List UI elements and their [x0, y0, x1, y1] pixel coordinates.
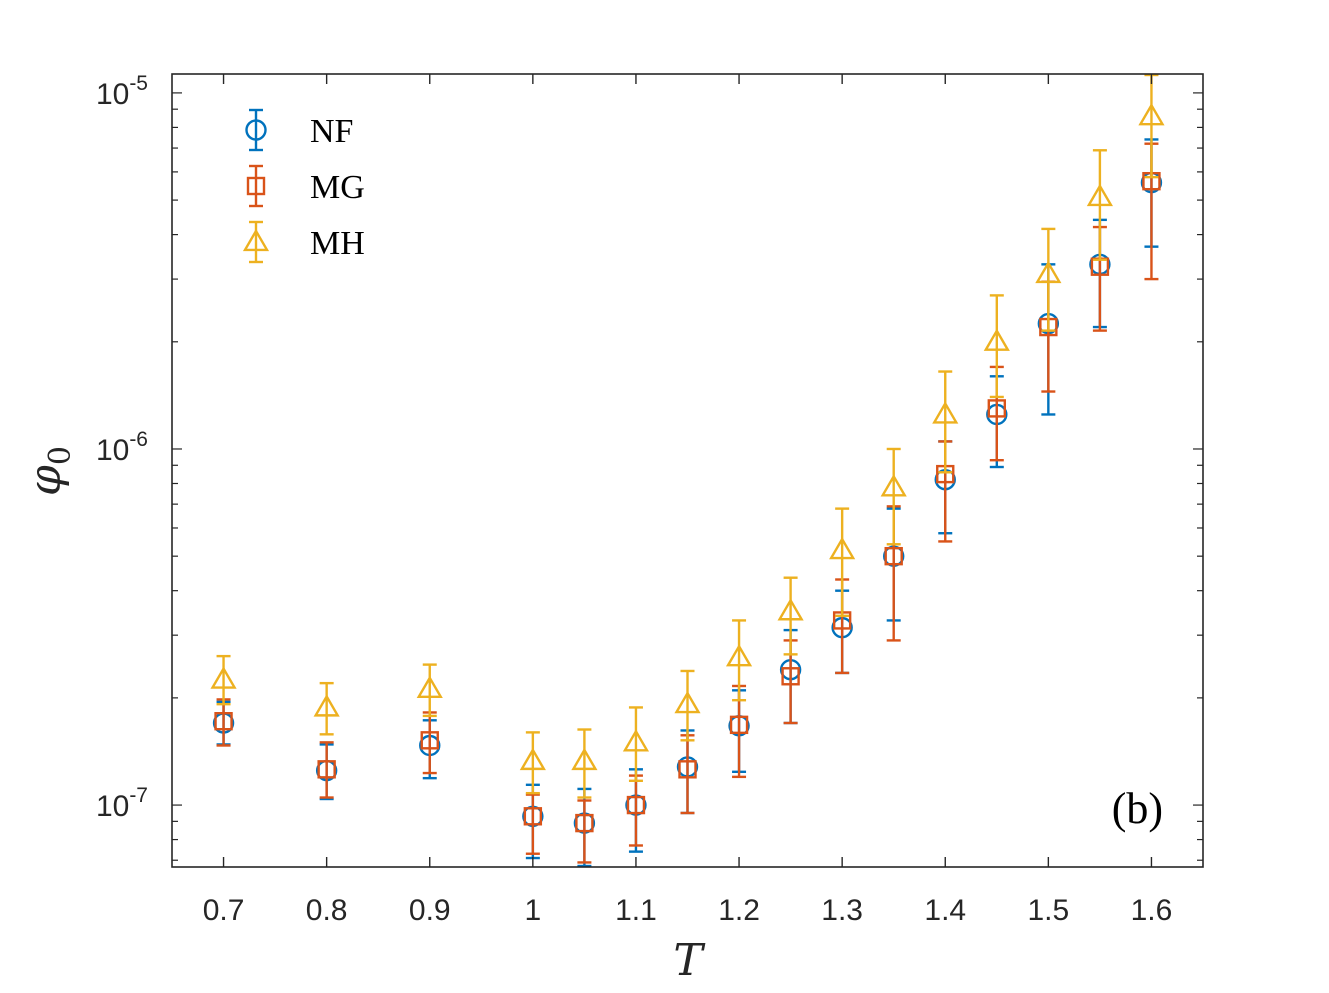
x-tick-label: 1.4 [924, 894, 966, 927]
data-point-mh [1138, 102, 1165, 126]
y-tick-label-base: 10 [96, 434, 129, 467]
y-tick-label-base: 10 [96, 78, 129, 111]
y-axis-title-symbol: φ [20, 465, 71, 496]
data-point-mh [1086, 183, 1113, 207]
data-point-mh [416, 675, 443, 698]
data-layer [210, 73, 1165, 868]
legend-entry-mh: MH [242, 220, 365, 264]
x-tick-label: 0.9 [409, 894, 451, 927]
data-point-mg [523, 807, 543, 826]
series-mh [210, 73, 1165, 799]
series-mg [214, 142, 1161, 864]
y-axis-title: φ0 [20, 446, 78, 496]
data-point-mh [880, 474, 907, 497]
legend-label-nf: NF [310, 113, 353, 150]
data-point-mg [214, 712, 233, 731]
data-point-mh [519, 747, 546, 771]
y-tick-label-exponent: -6 [129, 428, 148, 451]
legend: NF MG MH [242, 108, 365, 264]
data-point-mg [987, 399, 1006, 418]
data-point-mh [777, 597, 804, 621]
data-point-mh [313, 694, 340, 717]
y-tick-label: 10-7 [96, 784, 148, 823]
data-point-mh [983, 328, 1010, 351]
x-tick-label: 1.1 [615, 894, 657, 927]
data-point-mh [1035, 260, 1062, 284]
legend-label-mg: MG [310, 169, 365, 206]
y-tick-label-base: 10 [96, 790, 129, 823]
legend-marker-nf [245, 119, 267, 141]
data-point-mg [575, 813, 594, 833]
data-point-mg [420, 731, 439, 750]
legend-label-mh: MH [310, 225, 365, 262]
y-tick-label-exponent: -7 [129, 784, 148, 807]
y-axis-title-subscript: 0 [43, 446, 78, 465]
legend-entry-mg: MG [246, 164, 365, 208]
data-point-mg [781, 667, 800, 686]
x-tick-label: 0.8 [306, 894, 348, 927]
data-point-mh [725, 643, 753, 667]
data-point-mh [674, 690, 701, 714]
y-tick-label: 10-6 [96, 428, 148, 467]
legend-marker-mh [242, 228, 270, 252]
y-tick-label: 10-5 [96, 72, 148, 111]
x-tick-label: 1 [525, 894, 542, 927]
ticks-layer: 0.7 0.8 0.9 1 1.1 1.2 1.3 1.4 1.5 1.610-710-610-5 [96, 72, 1204, 927]
x-tick-label: 1.6 [1131, 894, 1173, 927]
data-point-mh [622, 728, 650, 752]
x-tick-label: 1.5 [1027, 894, 1069, 927]
data-point-mg [729, 715, 749, 735]
x-axis-title: T [673, 935, 706, 986]
axes-box [171, 73, 1204, 868]
legend-marker-mg [246, 176, 266, 196]
data-point-mg [626, 795, 646, 815]
panel-label: (b) [1112, 784, 1163, 833]
data-point-mg [884, 546, 903, 566]
data-point-mh [932, 401, 959, 424]
legend-entry-nf: NF [245, 108, 353, 152]
x-tick-label: 0.7 [203, 894, 245, 927]
data-point-mh [210, 666, 237, 689]
x-tick-label: 1.3 [821, 894, 863, 927]
y-tick-label-exponent: -5 [129, 72, 148, 95]
data-point-mh [571, 747, 598, 771]
data-point-mg [678, 760, 697, 779]
x-tick-label: 1.2 [718, 894, 760, 927]
data-point-mg [317, 760, 336, 779]
data-point-mh [829, 536, 856, 560]
